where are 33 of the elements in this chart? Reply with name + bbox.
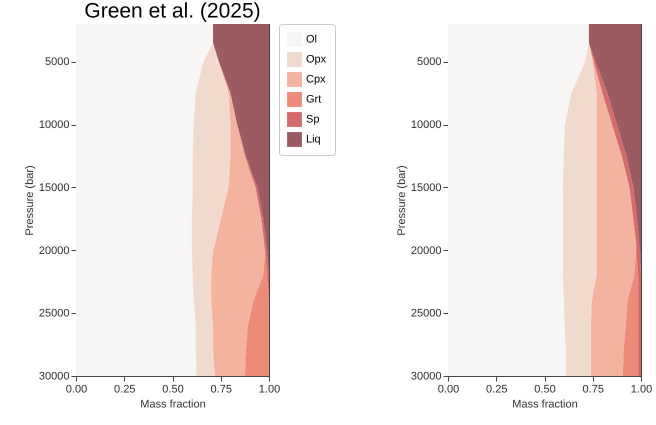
x-tick-label: 0.75 (210, 384, 232, 396)
y-tick-label: 25000 (410, 308, 442, 320)
y-tick-label: 5000 (45, 56, 70, 68)
y-tick-label: 20000 (38, 244, 70, 257)
y-tick-label: 15000 (38, 182, 70, 194)
legend-label: Ol (306, 34, 317, 46)
y-tick-label: 30000 (410, 370, 442, 382)
y-tick-label: 5000 (417, 56, 442, 68)
y-axis-title: Pressure (bar) (24, 165, 36, 236)
x-tick-label: 0.25 (114, 384, 136, 396)
chart-title: Green et al. (2025) (84, 0, 261, 22)
y-tick-label: 10000 (38, 119, 70, 132)
legend-label: Opx (306, 54, 327, 66)
y-tick-label: 25000 (38, 308, 70, 320)
legend-label: Sp (306, 114, 320, 126)
legend-label: Cpx (306, 74, 326, 86)
x-tick-label: 0.50 (534, 384, 556, 396)
x-axis-title: Mass fraction (140, 398, 206, 410)
legend-label: Liq (306, 134, 321, 146)
x-tick-label: 0.50 (162, 384, 184, 396)
y-tick-label: 20000 (410, 244, 442, 257)
x-tick-label: 0.75 (582, 384, 604, 396)
x-tick-label: 1.00 (258, 384, 280, 396)
legend-label: Grt (306, 94, 322, 106)
y-tick-label: 30000 (38, 370, 70, 382)
y-tick-label: 10000 (410, 119, 442, 132)
x-axis-title: Mass fraction (512, 398, 578, 410)
x-tick-label: 0.00 (66, 384, 88, 396)
y-tick-label: 15000 (410, 182, 442, 194)
y-axis-title: Pressure (bar) (396, 165, 408, 236)
x-tick-label: 1.00 (630, 384, 652, 396)
x-tick-label: 0.00 (438, 384, 460, 396)
x-tick-label: 0.25 (486, 384, 508, 396)
